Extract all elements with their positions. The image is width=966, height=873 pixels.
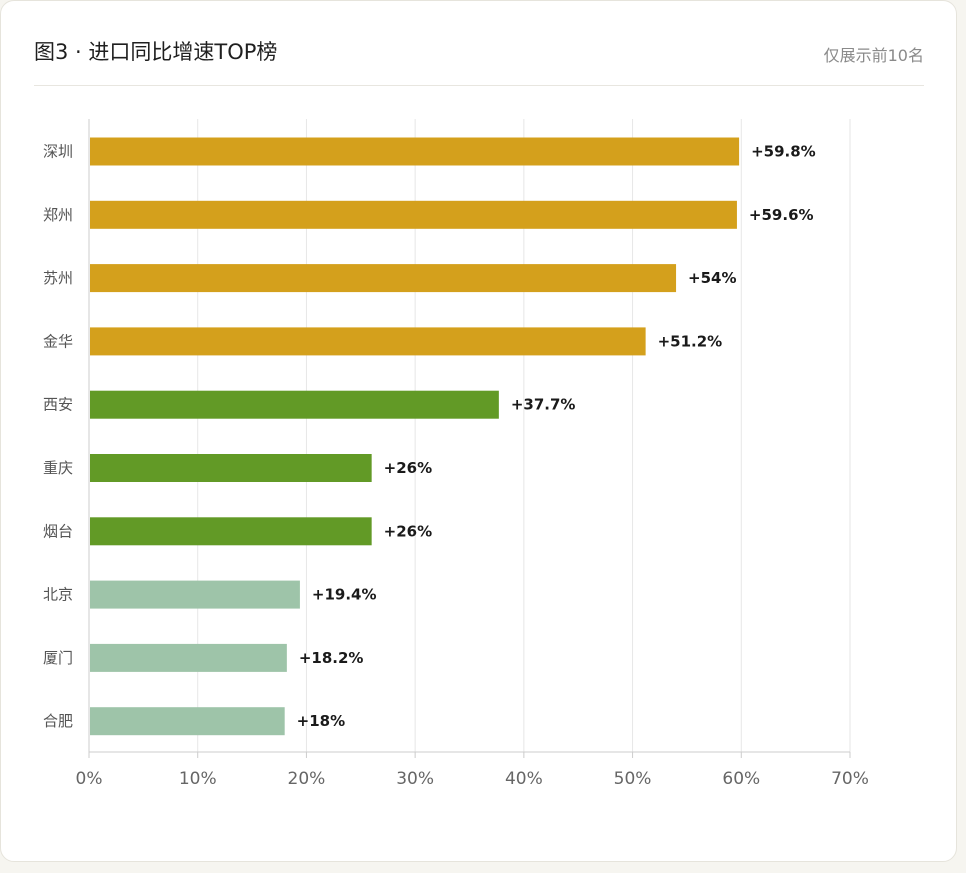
bar-9 bbox=[90, 643, 287, 672]
bar-5 bbox=[90, 390, 499, 419]
card-header: 图3 · 进口同比增速TOP榜 仅展示前10名 bbox=[34, 1, 924, 86]
value-label-4: +51.2% bbox=[658, 332, 723, 350]
bar-8 bbox=[90, 580, 300, 609]
x-tick-label-30: 30% bbox=[396, 769, 434, 789]
x-tick-label-70: 70% bbox=[831, 769, 869, 789]
category-label-5: 西安 bbox=[43, 396, 73, 414]
category-label-9: 厦门 bbox=[43, 649, 73, 667]
value-label-10: +18% bbox=[297, 712, 345, 730]
x-tick-label-0: 0% bbox=[76, 769, 103, 789]
bar-3 bbox=[90, 264, 677, 293]
category-label-4: 金华 bbox=[43, 332, 73, 350]
category-label-2: 郑州 bbox=[43, 206, 73, 224]
x-tick-label-50: 50% bbox=[614, 769, 652, 789]
bar-7 bbox=[90, 517, 372, 546]
category-label-1: 深圳 bbox=[43, 143, 73, 161]
category-label-7: 烟台 bbox=[43, 522, 73, 540]
value-label-6: +26% bbox=[384, 459, 432, 477]
bar-6 bbox=[90, 454, 372, 482]
chart-title: 图3 · 进口同比增速TOP榜 bbox=[34, 40, 278, 64]
bar-2 bbox=[90, 200, 737, 229]
value-label-9: +18.2% bbox=[299, 649, 364, 667]
bar-4 bbox=[90, 327, 646, 356]
category-label-8: 北京 bbox=[43, 586, 73, 604]
value-label-8: +19.4% bbox=[312, 586, 377, 604]
chart-note: 仅展示前10名 bbox=[823, 46, 924, 65]
value-label-5: +37.7% bbox=[511, 396, 576, 414]
bar-chart: 0% 10% 20% 30% 40% 50% 60% 70% 深圳 +59.8% 郑州 +59.6% 苏… bbox=[43, 119, 869, 789]
category-label-3: 苏州 bbox=[43, 269, 73, 287]
x-tick-label-40: 40% bbox=[505, 769, 543, 789]
category-label-10: 合肥 bbox=[43, 712, 73, 730]
x-tick-label-60: 60% bbox=[722, 769, 760, 789]
value-label-2: +59.6% bbox=[749, 206, 814, 224]
x-tick-label-10: 10% bbox=[179, 769, 217, 789]
value-label-7: +26% bbox=[384, 522, 432, 540]
category-label-6: 重庆 bbox=[43, 459, 73, 477]
bar-1 bbox=[90, 137, 740, 166]
x-tick-label-20: 20% bbox=[288, 769, 326, 789]
bar-10 bbox=[90, 707, 285, 736]
value-label-1: +59.8% bbox=[751, 143, 816, 161]
value-label-3: +54% bbox=[688, 269, 736, 287]
chart-card: 图3 · 进口同比增速TOP榜 仅展示前10名 0% 10% 20% 30% 40% 50… bbox=[0, 0, 957, 862]
